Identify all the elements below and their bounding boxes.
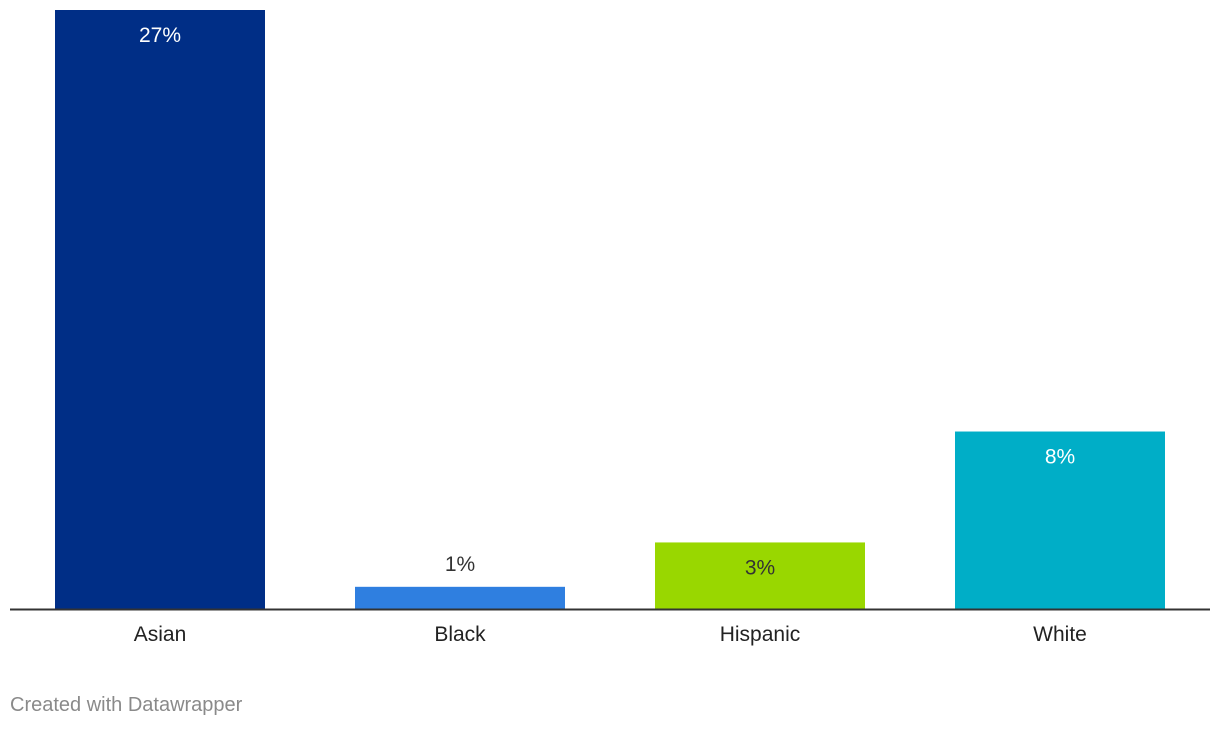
bar-white xyxy=(955,431,1165,609)
bar-asian xyxy=(55,10,265,609)
bar-chart: 27% Asian 1% Black 3% Hispanic 8% White xyxy=(10,10,1210,646)
x-tick-label-black: Black xyxy=(434,623,486,646)
x-tick-label-white: White xyxy=(1033,623,1087,646)
bar-hispanic xyxy=(655,542,865,609)
value-label-hispanic: 3% xyxy=(745,556,775,579)
x-tick-label-hispanic: Hispanic xyxy=(720,623,801,646)
value-label-white: 8% xyxy=(1045,446,1075,469)
x-tick-label-asian: Asian xyxy=(134,623,187,646)
value-label-asian: 27% xyxy=(139,24,181,47)
value-label-black: 1% xyxy=(445,553,475,576)
credit-text: Created with Datawrapper xyxy=(10,694,243,716)
bar-black xyxy=(355,586,565,609)
